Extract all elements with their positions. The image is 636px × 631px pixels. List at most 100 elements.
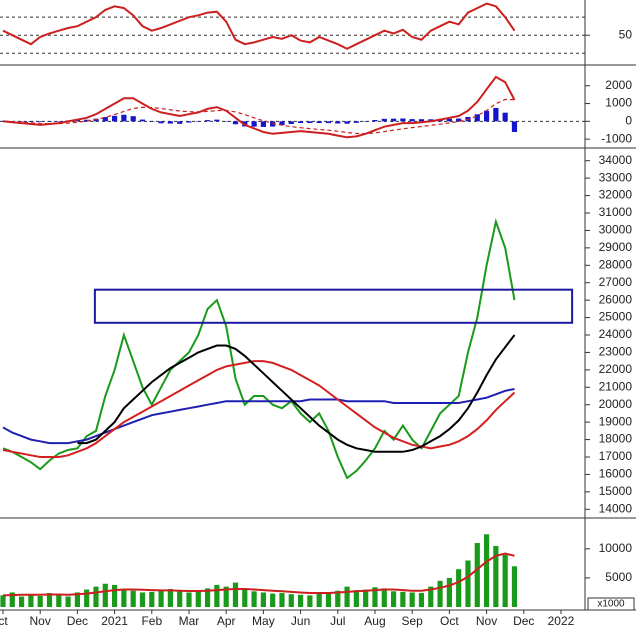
y-tick-label: 32000: [599, 188, 633, 202]
series-line: [2, 2, 516, 50]
bar: [483, 534, 490, 607]
y-tick-label: -1000: [601, 131, 632, 145]
series-line: [2, 360, 516, 458]
bar: [325, 121, 332, 124]
y-tick-label: 28000: [599, 257, 633, 271]
bar: [37, 595, 43, 607]
bar: [149, 591, 155, 607]
series-line: [2, 218, 516, 480]
bar: [288, 594, 294, 607]
y-tick-label: 15000: [599, 484, 633, 498]
x-tick-label: 2022: [548, 614, 575, 628]
x-tick-label: Nov: [30, 614, 51, 628]
bar: [167, 588, 173, 607]
bar: [316, 121, 322, 124]
bar: [214, 119, 220, 122]
bar: [102, 583, 108, 607]
bar: [260, 121, 266, 127]
y-tick-label: 10000: [599, 541, 633, 555]
bar: [418, 593, 425, 607]
x-tick-label: Dec: [67, 614, 88, 628]
series-line: [2, 552, 515, 597]
x-tick-label: Nov: [476, 614, 497, 628]
bar: [111, 584, 118, 607]
bar: [335, 590, 341, 607]
series-line: [2, 98, 515, 135]
x-tick-label: Mar: [179, 614, 200, 628]
bar: [381, 588, 387, 607]
bar: [390, 118, 397, 122]
y-tick-label: 23000: [599, 345, 633, 359]
bar: [251, 591, 257, 607]
x-tick-label: Dec: [513, 614, 534, 628]
bar: [270, 593, 276, 607]
bar: [130, 590, 136, 607]
bar: [483, 110, 490, 122]
y-tick-label: 31000: [599, 205, 633, 219]
bar: [279, 593, 285, 607]
y-tick-label: 21000: [599, 379, 633, 393]
bar: [9, 592, 15, 607]
bar: [400, 118, 406, 122]
unit-label: x1000: [597, 599, 625, 610]
bar: [195, 590, 201, 607]
resistance-zone: [93, 288, 574, 324]
bar: [0, 595, 6, 607]
bar: [84, 119, 90, 122]
bar: [242, 589, 248, 607]
bar: [102, 117, 108, 122]
bar: [363, 121, 369, 122]
bar: [186, 592, 192, 607]
y-tick-label: 0: [625, 114, 632, 128]
bar: [158, 121, 164, 124]
bar: [65, 596, 71, 607]
bar: [214, 584, 220, 607]
bar: [158, 590, 164, 607]
bar: [325, 592, 332, 607]
bar: [493, 107, 499, 122]
bar: [297, 121, 304, 124]
y-tick-label: 19000: [599, 414, 633, 428]
bar: [428, 586, 434, 607]
bar: [502, 554, 508, 607]
bar: [121, 589, 127, 607]
series-line: [77, 334, 516, 453]
bar: [93, 586, 99, 607]
bar: [56, 121, 62, 122]
y-tick-label: 14000: [599, 501, 633, 515]
bar: [409, 119, 415, 122]
bar: [28, 121, 34, 122]
y-tick-label: 20000: [599, 397, 633, 411]
bar: [223, 586, 229, 607]
bar: [446, 118, 452, 122]
x-tick-label: May: [252, 614, 275, 628]
series-line: [2, 75, 516, 139]
bar: [121, 114, 127, 122]
x-tick-label: Feb: [141, 614, 162, 628]
bar: [270, 121, 276, 127]
unit-box: [587, 597, 635, 611]
bar: [456, 569, 462, 607]
bar: [28, 594, 34, 607]
bar: [456, 118, 462, 122]
y-tick-label: 30000: [599, 223, 633, 237]
bar: [111, 115, 118, 122]
y-tick-label: 1000: [605, 96, 632, 110]
y-tick-label: 24000: [599, 327, 633, 341]
bar: [307, 121, 313, 124]
bar: [372, 120, 378, 122]
bar: [465, 560, 471, 607]
bar: [149, 121, 155, 122]
y-tick-label: 22000: [599, 362, 633, 376]
bar: [204, 588, 211, 607]
bar: [353, 590, 359, 607]
x-tick-label: 2021: [101, 614, 128, 628]
bar: [446, 577, 452, 607]
bar: [74, 120, 80, 122]
y-tick-label: 50: [619, 27, 633, 41]
bar: [363, 589, 369, 607]
bar: [437, 580, 443, 607]
bar: [390, 591, 397, 607]
bar: [130, 116, 136, 122]
